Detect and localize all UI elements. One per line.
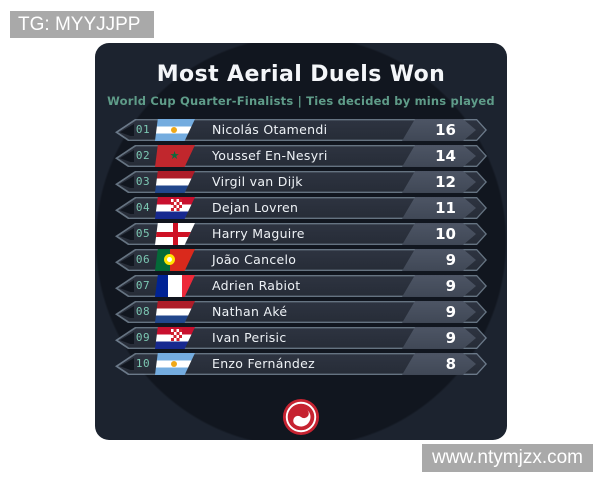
value-label: 9	[445, 329, 456, 347]
player-name: Harry Maguire	[212, 226, 305, 241]
england-flag-icon	[155, 223, 195, 245]
row-bar	[115, 353, 487, 375]
value-badge: 9	[402, 327, 476, 349]
player-name: Enzo Fernández	[212, 356, 316, 371]
table-row: 9 07 Adrien Rabiot	[115, 275, 487, 297]
table-row: 12 03 Virgil van Dijk	[115, 171, 487, 193]
row-bar	[115, 223, 487, 245]
morocco-flag-icon	[155, 145, 195, 167]
table-row: 11 04 Dejan Lovren	[115, 197, 487, 219]
player-name: Nicolás Otamendi	[212, 122, 328, 137]
rank-label: 08	[135, 305, 151, 318]
stat-card: Most Aerial Duels Won World Cup Quarter-…	[95, 43, 507, 440]
value-label: 12	[435, 173, 456, 191]
rank-label: 01	[135, 123, 151, 136]
table-row: 9 06 João Cancelo	[115, 249, 487, 271]
netherlands-flag-icon	[155, 301, 195, 323]
player-name: Adrien Rabiot	[212, 278, 301, 293]
row-bar	[115, 197, 487, 219]
rank-label: 06	[135, 253, 151, 266]
netherlands-flag-icon	[155, 171, 195, 193]
table-row: 8 10 Enzo Fernández	[115, 353, 487, 375]
rank-label: 04	[135, 201, 151, 214]
table-row: 9 09 Ivan Perisic	[115, 327, 487, 349]
row-bar	[115, 171, 487, 193]
value-label: 9	[445, 277, 456, 295]
player-name: Nathan Aké	[212, 304, 288, 319]
value-badge: 12	[402, 171, 476, 193]
table-row: 9 08 Nathan Aké	[115, 301, 487, 323]
row-bar	[115, 145, 487, 167]
leaderboard: 16 01 Nicolás Otamendi 14 02 Youssef En-…	[115, 119, 487, 379]
rank-label: 02	[135, 149, 151, 162]
table-row: 10 05 Harry Maguire	[115, 223, 487, 245]
argentina-flag-icon	[155, 119, 195, 141]
opta-logo-graphic	[282, 398, 320, 436]
value-label: 11	[435, 199, 456, 217]
portugal-flag-icon	[155, 249, 195, 271]
croatia-flag-icon	[155, 327, 195, 349]
player-name: Virgil van Dijk	[212, 174, 303, 189]
value-badge: 9	[402, 249, 476, 271]
rank-label: 03	[135, 175, 151, 188]
rank-label: 07	[135, 279, 151, 292]
subtitle: World Cup Quarter-Finalists | Ties decid…	[107, 94, 495, 108]
value-badge: 14	[402, 145, 476, 167]
tg-badge: TG: MYYJJPP	[10, 11, 155, 38]
watermark-url: www.ntymjzx.com	[422, 444, 593, 472]
value-badge: 10	[402, 223, 476, 245]
rank-label: 09	[135, 331, 151, 344]
table-row: 14 02 Youssef En-Nesyri	[115, 145, 487, 167]
value-label: 9	[445, 251, 456, 269]
tg-badge-label: TG: MYYJJPP	[18, 14, 141, 35]
value-label: 10	[435, 225, 456, 243]
row-bar	[115, 249, 487, 271]
player-name: Ivan Perisic	[212, 330, 287, 345]
rank-label: 05	[135, 227, 151, 240]
value-label: 14	[435, 147, 456, 165]
value-badge: 8	[402, 353, 476, 375]
row-bar	[115, 327, 487, 349]
opta-logo-icon	[282, 398, 320, 436]
argentina-flag-icon	[155, 353, 195, 375]
row-bar	[115, 275, 487, 297]
player-name: João Cancelo	[212, 252, 297, 267]
value-label: 16	[435, 121, 456, 139]
player-name: Youssef En-Nesyri	[212, 148, 328, 163]
value-badge: 9	[402, 275, 476, 297]
table-row: 16 01 Nicolás Otamendi	[115, 119, 487, 141]
value-label: 9	[445, 303, 456, 321]
value-badge: 16	[402, 119, 476, 141]
croatia-flag-icon	[155, 197, 195, 219]
row-bar	[115, 119, 487, 141]
page-title: Most Aerial Duels Won	[156, 62, 446, 87]
value-badge: 9	[402, 301, 476, 323]
value-badge: 11	[402, 197, 476, 219]
rank-label: 10	[135, 357, 151, 370]
watermark-label: www.ntymjzx.com	[432, 447, 583, 468]
value-label: 8	[445, 355, 456, 373]
france-flag-icon	[155, 275, 195, 297]
row-bar	[115, 301, 487, 323]
player-name: Dejan Lovren	[212, 200, 299, 215]
